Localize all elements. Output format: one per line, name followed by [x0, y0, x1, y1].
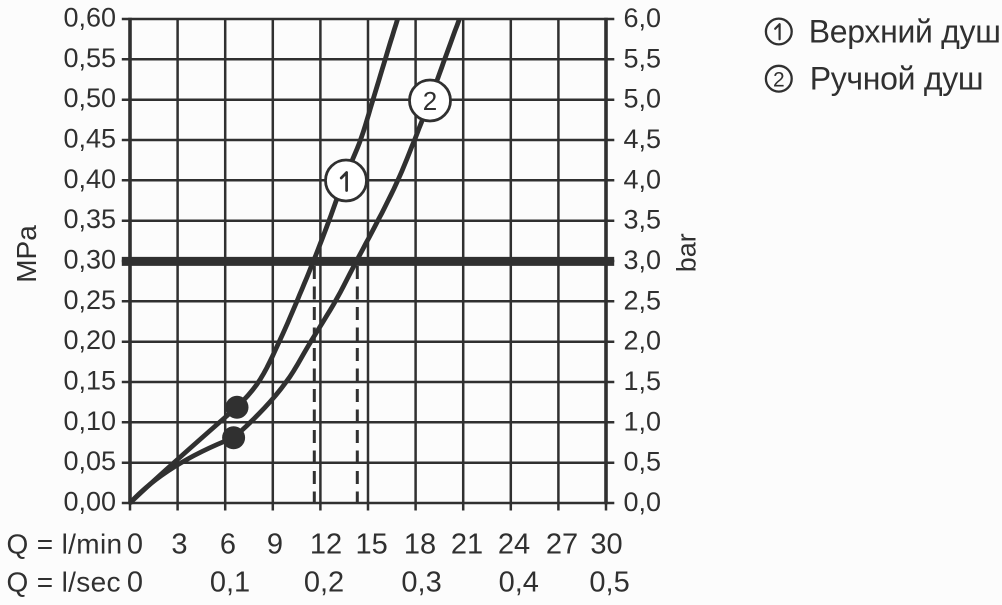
svg-text:2,0: 2,0	[624, 326, 662, 356]
svg-text:9: 9	[267, 529, 283, 561]
svg-text:0,4: 0,4	[499, 566, 539, 598]
svg-text:Ручной душ: Ручной душ	[810, 61, 984, 97]
svg-text:0,2: 0,2	[304, 566, 344, 598]
svg-text:12: 12	[310, 529, 342, 561]
svg-text:bar: bar	[671, 233, 701, 272]
svg-text:0,05: 0,05	[63, 446, 116, 476]
svg-text:3: 3	[171, 529, 187, 561]
svg-text:4,0: 4,0	[624, 164, 662, 194]
svg-text:0,10: 0,10	[63, 406, 116, 436]
svg-text:0,20: 0,20	[63, 325, 116, 355]
svg-text:5,5: 5,5	[624, 43, 662, 73]
svg-text:0,3: 0,3	[401, 566, 441, 598]
svg-text:24: 24	[498, 529, 530, 561]
svg-text:0,60: 0,60	[63, 3, 116, 33]
svg-text:0,50: 0,50	[63, 83, 116, 113]
svg-text:0,5: 0,5	[589, 566, 629, 598]
svg-text:2,5: 2,5	[624, 285, 662, 315]
svg-text:1,0: 1,0	[624, 406, 662, 436]
svg-text:2: 2	[773, 68, 785, 91]
svg-text:0,5: 0,5	[624, 447, 662, 477]
svg-text:0,00: 0,00	[63, 487, 116, 517]
svg-text:5,0: 5,0	[624, 84, 662, 114]
svg-text:15: 15	[355, 529, 387, 561]
svg-text:MPa: MPa	[11, 225, 42, 283]
svg-text:0: 0	[127, 566, 143, 598]
svg-text:1,5: 1,5	[624, 366, 662, 396]
svg-text:Q = l/sec: Q = l/sec	[7, 566, 121, 597]
svg-text:0,15: 0,15	[63, 366, 116, 396]
svg-text:Верхний душ: Верхний душ	[809, 14, 1001, 50]
svg-text:0,1: 0,1	[210, 566, 250, 598]
svg-text:4,5: 4,5	[624, 124, 662, 154]
svg-text:0,35: 0,35	[63, 204, 116, 234]
svg-text:0: 0	[127, 529, 143, 561]
svg-text:30: 30	[590, 529, 622, 561]
svg-text:2: 2	[423, 86, 437, 116]
svg-text:27: 27	[546, 529, 578, 561]
svg-text:0,40: 0,40	[63, 164, 116, 194]
svg-text:6,0: 6,0	[624, 3, 662, 33]
svg-text:Q = l/min: Q = l/min	[7, 529, 123, 560]
svg-text:0,55: 0,55	[63, 43, 116, 73]
svg-text:21: 21	[451, 529, 483, 561]
svg-text:0,45: 0,45	[63, 124, 116, 154]
svg-text:18: 18	[404, 529, 436, 561]
svg-text:3,0: 3,0	[624, 245, 662, 275]
svg-text:3,5: 3,5	[624, 205, 662, 235]
svg-text:0,30: 0,30	[63, 245, 116, 275]
svg-text:6: 6	[220, 529, 236, 561]
svg-text:0,25: 0,25	[63, 285, 116, 315]
svg-text:0,0: 0,0	[624, 487, 662, 517]
